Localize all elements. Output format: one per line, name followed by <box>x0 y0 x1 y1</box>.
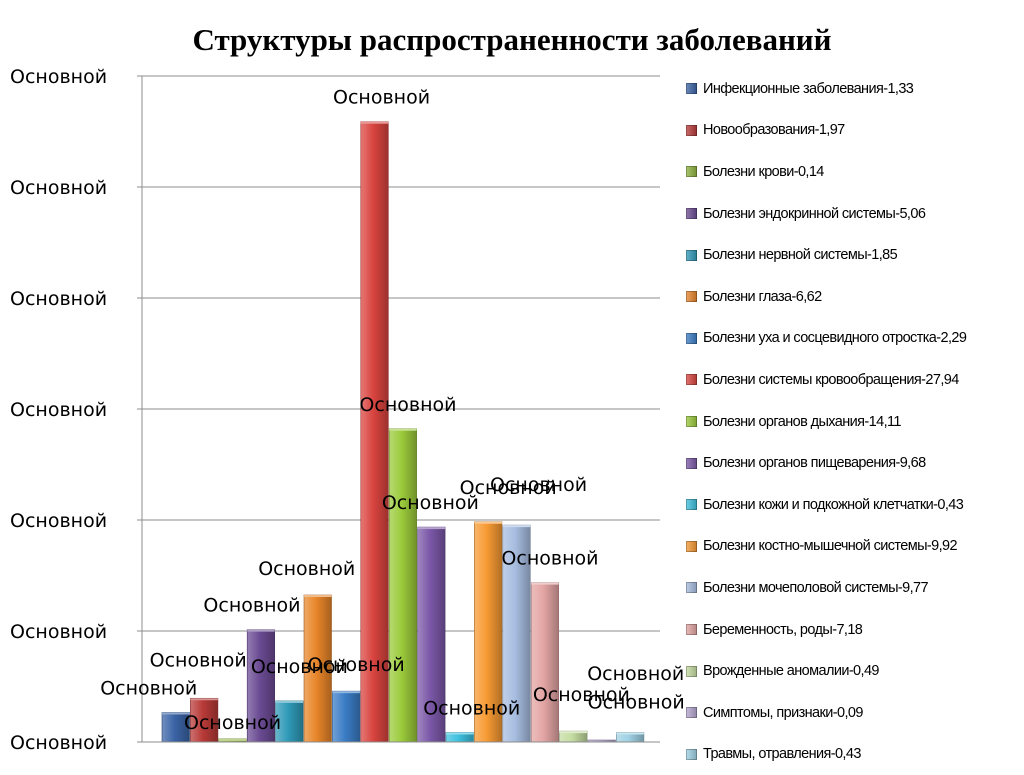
legend-item: Новообразования-1,97 <box>686 110 1024 152</box>
legend-swatch <box>686 707 697 718</box>
legend-swatch <box>686 458 697 469</box>
y-axis-tick-labels: Основной Основной Основной Основной Основной… <box>10 66 107 754</box>
legend-swatch <box>686 624 697 635</box>
y-tick-label: Основной <box>10 732 107 754</box>
y-tick-label: Основной <box>10 288 107 310</box>
bar-highlight <box>560 731 588 733</box>
y-tick-label: Основной <box>10 177 107 199</box>
legend-label: Инфекционные заболевания-1,33 <box>703 81 913 97</box>
bar-highlight <box>503 525 531 527</box>
bar-highlight <box>247 630 275 632</box>
legend-label: Болезни глаза-6,62 <box>703 289 822 305</box>
legend-swatch <box>686 582 697 593</box>
y-tick-label: Основной <box>10 510 107 532</box>
legend-swatch <box>686 416 697 427</box>
bar <box>332 691 360 742</box>
y-tick-label: Основной <box>10 399 107 421</box>
legend-label: Болезни мочеполовой системы-9,77 <box>703 580 928 596</box>
bar <box>531 583 559 742</box>
legend-swatch <box>686 499 697 510</box>
bar-highlight <box>616 732 644 734</box>
legend-item: Болезни уха и сосцевидного отростка-2,29 <box>686 318 1024 360</box>
legend-label: Болезни системы кровообращения-27,94 <box>703 372 959 388</box>
legend-label: Болезни органов дыхания-14,11 <box>703 414 901 430</box>
legend-swatch <box>686 166 697 177</box>
legend-label: Болезни крови-0,14 <box>703 164 824 180</box>
bar-highlight <box>219 739 247 741</box>
data-label: Основной <box>359 394 456 416</box>
legend-label: Болезни кожи и подкожной клетчатки-0,43 <box>703 497 963 513</box>
legend-item: Беременность, роды-7,18 <box>686 609 1024 651</box>
data-label: Основной <box>423 697 520 719</box>
legend-swatch <box>686 666 697 677</box>
data-label: Основной <box>150 649 247 671</box>
legend-swatch <box>686 83 697 94</box>
legend-label: Беременность, роды-7,18 <box>703 622 862 638</box>
legend-item: Болезни крови-0,14 <box>686 151 1024 193</box>
legend-item: Врожденные аномалии-0,49 <box>686 650 1024 692</box>
legend-swatch <box>686 541 697 552</box>
bar-highlight <box>531 583 559 585</box>
data-label: Основной <box>258 558 355 580</box>
data-label: Основной <box>203 595 300 617</box>
legend-label: Болезни органов пищеварения-9,68 <box>703 455 926 471</box>
legend-item: Болезни органов пищеварения-9,68 <box>686 442 1024 484</box>
bar <box>361 122 389 742</box>
legend-swatch <box>686 374 697 385</box>
bar-highlight <box>389 429 417 431</box>
bar <box>389 429 417 742</box>
legend-swatch <box>686 208 697 219</box>
data-label: Основной <box>308 654 405 676</box>
bar-highlight <box>332 691 360 693</box>
bar-chart: Основной Основной Основной Основной Основной… <box>0 0 686 768</box>
legend-label: Врожденные аномалии-0,49 <box>703 663 879 679</box>
legend-swatch <box>686 291 697 302</box>
y-tick-label: Основной <box>10 621 107 643</box>
legend-item: Болезни кожи и подкожной клетчатки-0,43 <box>686 484 1024 526</box>
legend-label: Болезни уха и сосцевидного отростка-2,29 <box>703 330 966 346</box>
data-label: Основной <box>333 87 430 109</box>
legend-swatch <box>686 749 697 760</box>
legend-item: Болезни эндокринной системы-5,06 <box>686 193 1024 235</box>
bar-highlight <box>361 122 389 124</box>
legend-label: Травмы, отравления-0,43 <box>703 746 861 762</box>
legend-label: Симптомы, признаки-0,09 <box>703 705 863 721</box>
legend-item: Болезни мочеполовой системы-9,77 <box>686 567 1024 609</box>
legend-label: Новообразования-1,97 <box>703 122 845 138</box>
y-tick-label: Основной <box>10 66 107 88</box>
bar-highlight <box>418 527 446 529</box>
legend: Инфекционные заболевания-1,33 Новообразов… <box>686 68 1024 775</box>
data-label: Основной <box>100 677 197 699</box>
data-label: Основной <box>501 548 598 570</box>
legend-item: Болезни системы кровообращения-27,94 <box>686 359 1024 401</box>
legend-label: Болезни нервной системы-1,85 <box>703 247 897 263</box>
legend-label: Болезни эндокринной системы-5,06 <box>703 206 925 222</box>
bar-highlight <box>474 522 502 524</box>
legend-swatch <box>686 333 697 344</box>
legend-item: Симптомы, признаки-0,09 <box>686 692 1024 734</box>
data-label: Основной <box>490 474 587 496</box>
legend-swatch <box>686 125 697 136</box>
legend-item: Болезни костно-мышечной системы-9,92 <box>686 526 1024 568</box>
bar-highlight <box>304 595 332 597</box>
data-label: Основной <box>588 691 685 713</box>
data-label: Основной <box>587 663 684 685</box>
data-label: Основной <box>184 712 281 734</box>
bar-highlight <box>446 732 474 734</box>
legend-item: Болезни органов дыхания-14,11 <box>686 401 1024 443</box>
legend-item: Болезни глаза-6,62 <box>686 276 1024 318</box>
legend-item: Травмы, отравления-0,43 <box>686 734 1024 775</box>
legend-swatch <box>686 250 697 261</box>
legend-item: Болезни нервной системы-1,85 <box>686 234 1024 276</box>
legend-item: Инфекционные заболевания-1,33 <box>686 68 1024 110</box>
legend-label: Болезни костно-мышечной системы-9,92 <box>703 538 957 554</box>
bar-highlight <box>276 701 304 703</box>
